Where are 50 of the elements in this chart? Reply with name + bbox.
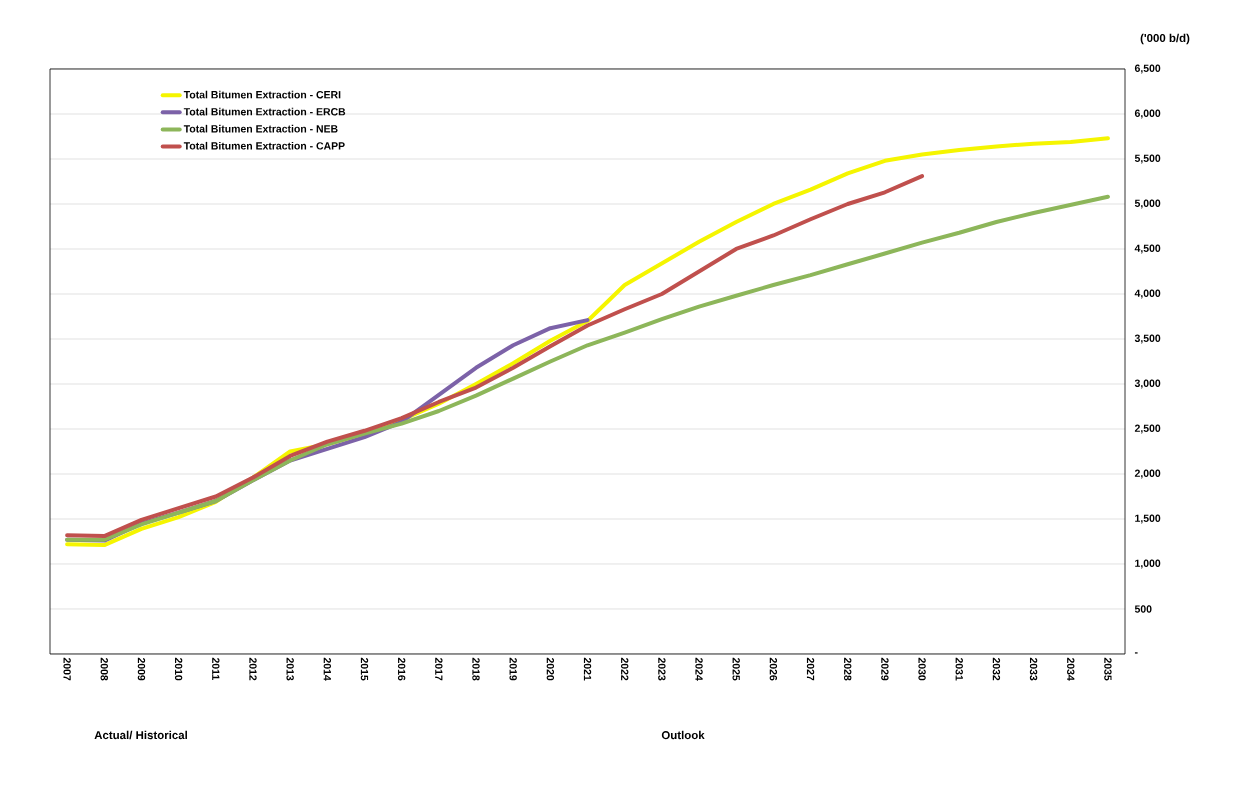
- x-tick-label: 2034: [1067, 657, 1075, 681]
- y-tick-label: 2,500: [1134, 424, 1161, 434]
- x-tick-label: 2010: [174, 657, 183, 681]
- x-tick-label: 2014: [323, 657, 332, 681]
- x-tick-label: 2028: [844, 657, 852, 681]
- x-tick-label: 2026: [769, 657, 778, 681]
- x-tick-label: 2019: [509, 657, 517, 681]
- y-tick-label: 3,000: [1134, 379, 1161, 389]
- x-tick-label: 2030: [918, 657, 926, 681]
- x-tick-label: 2011: [212, 657, 220, 680]
- x-tick-label: 2024: [695, 657, 703, 681]
- x-tick-label: 2016: [397, 657, 406, 681]
- y-tick-label: -: [1134, 652, 1138, 654]
- x-tick-label: 2017: [435, 657, 443, 681]
- y-tick-label: 5,000: [1134, 199, 1161, 209]
- y-tick-label: 5,500: [1134, 154, 1161, 164]
- y-tick-label: 2,000: [1134, 469, 1161, 479]
- x-tick-label: 2018: [472, 657, 480, 681]
- y-axis-title: ('000 b/d): [1140, 33, 1190, 45]
- y-tick-label: 6,500: [1134, 64, 1161, 74]
- y-tick-label: 4,500: [1134, 244, 1161, 254]
- x-tick-label: 2025: [732, 657, 740, 681]
- text: Actual/ Historical: [94, 730, 187, 740]
- x-tick-label: 2022: [620, 657, 629, 681]
- y-tick-label: 4,000: [1134, 289, 1161, 299]
- legend-label: Total Bitumen Extraction - NEB: [183, 124, 338, 133]
- x-tick-label: 2032: [992, 657, 1001, 681]
- x-tick-label: 2035: [1104, 657, 1112, 681]
- y-tick-label: 6,000: [1134, 109, 1161, 119]
- x-tick-label: 2031: [955, 657, 963, 681]
- x-tick-label: 2023: [658, 657, 666, 681]
- legend-label: Total Bitumen Extraction - CERI: [183, 90, 341, 99]
- x-tick-label: 2013: [286, 657, 294, 681]
- x-tick-label: 2020: [546, 657, 555, 681]
- x-tick-label: 2015: [360, 657, 369, 681]
- legend-label: Total Bitumen Extraction - ERCB: [183, 107, 346, 116]
- x-tick-label: 2007: [63, 657, 71, 681]
- y-tick-label: 1,500: [1135, 514, 1161, 524]
- x-tick-label: 2009: [137, 657, 146, 681]
- x-tick-label: 2008: [100, 657, 108, 681]
- x-tick-label: 2029: [881, 657, 889, 681]
- legend-label: Total Bitumen Extraction - CAPP: [183, 141, 345, 150]
- x-tick-label: 2027: [806, 657, 815, 681]
- y-tick-label: 3,500: [1134, 334, 1161, 344]
- x-tick-label: 2021: [583, 657, 592, 681]
- y-tick-label: 500: [1134, 605, 1152, 613]
- text: Outlook: [661, 730, 705, 740]
- x-tick-label: 2033: [1029, 657, 1038, 681]
- x-tick-label: 2012: [249, 657, 257, 681]
- y-tick-label: 1,000: [1135, 559, 1161, 569]
